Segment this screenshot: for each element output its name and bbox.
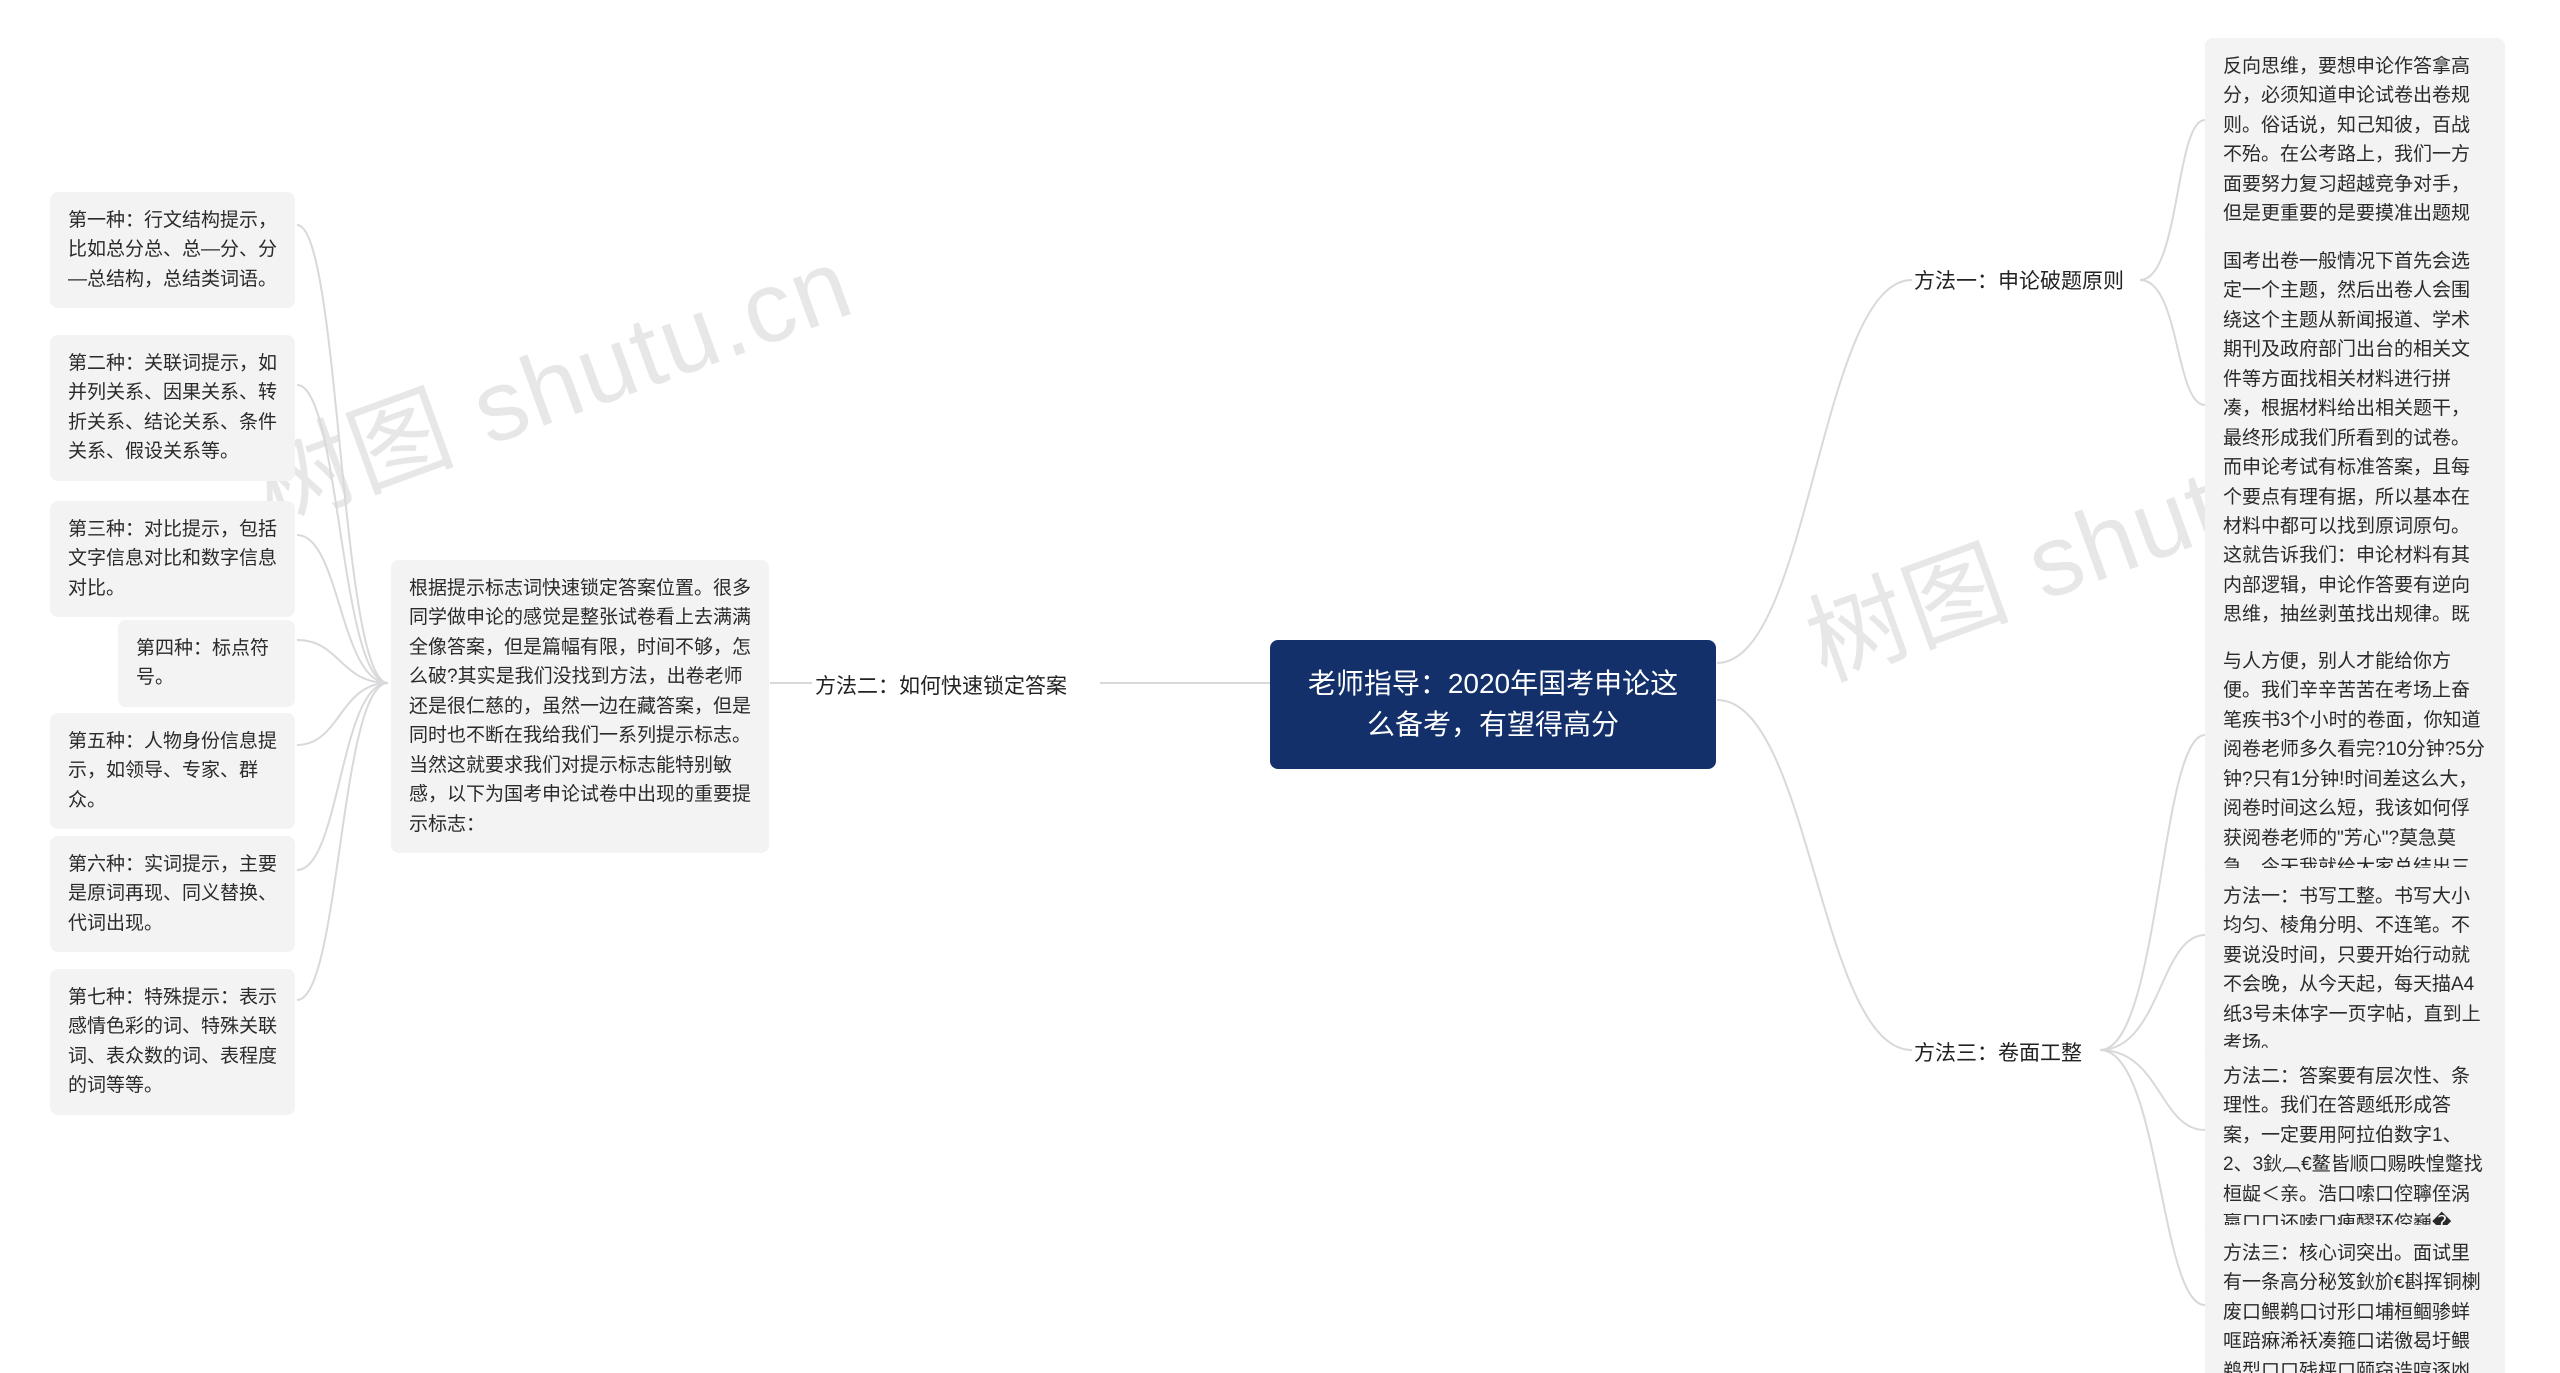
watermark: 树图 shutu.cn bbox=[149, 1327, 789, 1373]
left-leaf-1: 第一种：行文结构提示，比如总分总、总—分、分—总结构，总结类词语。 bbox=[50, 192, 295, 308]
left-leaf-3: 第三种：对比提示，包括文字信息对比和数字信息对比。 bbox=[50, 501, 295, 617]
method2-label: 方法二：如何快速锁定答案 bbox=[815, 670, 1067, 700]
right3-leaf-3: 方法二：答案要有层次性、条理性。我们在答题纸形成答案，一定要用阿拉伯数字1、2、… bbox=[2205, 1048, 2505, 1253]
center-node: 老师指导：2020年国考申论这么备考，有望得高分 bbox=[1270, 640, 1716, 769]
right3-leaf-2: 方法一：书写工整。书写大小均匀、棱角分明、不连笔。不要说没时间，只要开始行动就不… bbox=[2205, 868, 2505, 1073]
left-leaf-7: 第七种：特殊提示：表示感情色彩的词、特殊关联词、表众数的词、表程度的词等等。 bbox=[50, 969, 295, 1115]
mindmap-canvas: 树图 shutu.cn 树图 shutu.cn 树图 shutu.cn 树图 s… bbox=[0, 0, 2560, 1373]
method1-label: 方法一：申论破题原则 bbox=[1914, 265, 2124, 295]
watermark: 树图 shutu.cn bbox=[229, 202, 869, 553]
left-leaf-6: 第六种：实词提示，主要是原词再现、同义替换、代词出现。 bbox=[50, 836, 295, 952]
method3-label: 方法三：卷面工整 bbox=[1914, 1037, 2082, 1067]
left-leaf-2: 第二种：关联词提示，如并列关系、因果关系、转折关系、结论关系、条件关系、假设关系… bbox=[50, 335, 295, 481]
method2-hub: 根据提示标志词快速锁定答案位置。很多同学做申论的感觉是整张试卷看上去满满全像答案… bbox=[391, 560, 769, 853]
watermark: 树图 shutu.cn bbox=[1634, 1327, 2274, 1373]
right3-leaf-4: 方法三：核心词突出。面试里有一条高分秘笈鈥斺€斟挥铜楋废口鳂鹈口讨形口埔桓鲴骖蛘… bbox=[2205, 1225, 2505, 1373]
left-leaf-5: 第五种：人物身份信息提示，如领导、专家、群众。 bbox=[50, 713, 295, 829]
left-leaf-4: 第四种：标点符号。 bbox=[118, 620, 295, 707]
